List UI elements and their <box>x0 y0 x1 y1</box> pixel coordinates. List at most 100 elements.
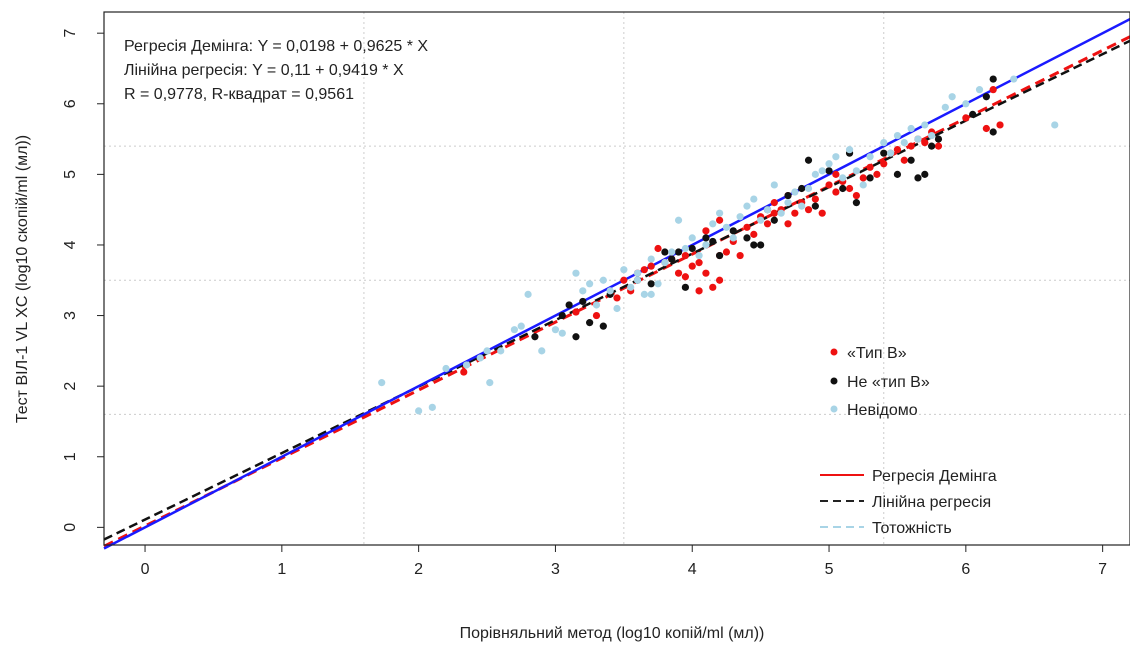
point-legend: «Тип В» Не «тип В» Невідомо <box>830 345 930 419</box>
data-point <box>716 251 724 260</box>
data-point <box>709 220 717 228</box>
data-point <box>620 266 628 274</box>
y-tick-label: 2 <box>62 382 79 391</box>
data-point <box>572 308 580 316</box>
regression-line <box>103 39 1130 541</box>
data-point <box>688 244 696 253</box>
data-point <box>517 322 525 330</box>
data-point <box>798 202 806 210</box>
data-point <box>900 139 908 147</box>
data-point <box>428 403 436 411</box>
data-point <box>880 160 888 168</box>
data-point <box>934 135 943 143</box>
data-point <box>572 269 580 277</box>
data-point <box>613 294 621 302</box>
data-point <box>592 301 601 309</box>
data-point <box>633 276 642 284</box>
data-point <box>620 276 628 284</box>
data-point <box>483 347 491 355</box>
regression-lines <box>103 17 1130 550</box>
data-point <box>674 248 683 256</box>
data-point <box>599 322 607 330</box>
data-point <box>613 304 621 313</box>
data-point <box>736 213 744 221</box>
data-point <box>1051 121 1059 129</box>
data-point <box>763 206 772 214</box>
data-point <box>695 259 703 267</box>
data-point <box>818 209 826 217</box>
data-point <box>647 262 655 270</box>
x-tick-label: 0 <box>141 561 150 578</box>
data-point <box>839 174 847 182</box>
data-point <box>962 114 970 122</box>
data-point <box>921 121 929 129</box>
data-point <box>668 255 676 263</box>
legend-label-type-b: «Тип В» <box>847 345 907 362</box>
x-axis: 0 1 2 3 4 5 6 7 <box>141 545 1107 578</box>
data-point <box>709 237 717 246</box>
regression-line <box>103 17 1130 550</box>
x-tick-label: 1 <box>277 561 286 578</box>
data-point <box>928 142 936 150</box>
data-point <box>743 223 751 231</box>
data-point <box>599 276 607 284</box>
data-point <box>681 251 690 260</box>
data-point <box>750 230 758 238</box>
data-point <box>982 124 990 133</box>
data-point <box>476 354 484 362</box>
data-point <box>681 283 690 291</box>
data-point <box>845 184 854 193</box>
data-point <box>729 234 737 242</box>
data-point <box>784 191 792 200</box>
data-point <box>866 174 874 182</box>
data-point <box>486 379 494 387</box>
data-point <box>804 206 813 214</box>
data-point <box>907 142 915 150</box>
data-point <box>975 86 984 94</box>
data-point <box>852 167 861 175</box>
data-point <box>989 75 997 83</box>
data-point <box>818 167 826 175</box>
data-point <box>1010 75 1018 83</box>
data-point <box>852 199 861 207</box>
data-point <box>702 234 710 242</box>
data-point <box>695 287 703 295</box>
data-point <box>661 248 669 256</box>
data-points <box>378 75 1059 415</box>
annotation-linear: Лінійна регресія: Y = 0,11 + 0,9419 * X <box>124 62 404 79</box>
data-point <box>770 216 778 224</box>
data-point <box>770 209 778 217</box>
legend-label-deming: Регресія Демінга <box>872 468 997 485</box>
data-point <box>996 121 1004 129</box>
x-axis-label: Порівняльний метод (log10 копій/ml (мл)) <box>460 625 765 642</box>
data-point <box>538 347 546 355</box>
data-point <box>825 160 833 168</box>
data-point <box>832 153 840 161</box>
legend-marker-unknown <box>830 405 838 413</box>
y-tick-label: 7 <box>62 29 79 38</box>
data-point <box>982 93 990 101</box>
data-point <box>914 174 922 182</box>
data-point <box>572 333 580 341</box>
data-point <box>798 184 806 193</box>
data-point <box>811 202 819 210</box>
y-tick-label: 5 <box>62 170 79 179</box>
y-tick-label: 3 <box>62 311 79 320</box>
data-point <box>524 290 532 298</box>
data-point <box>674 269 683 277</box>
data-point <box>763 220 772 228</box>
x-tick-label: 3 <box>551 561 560 578</box>
x-tick-label: 7 <box>1098 561 1107 578</box>
data-point <box>921 170 929 178</box>
data-point <box>743 202 751 210</box>
y-axis-label: Тест ВІЛ-1 VL XC (log10 скопій/ml (мл)) <box>14 135 31 423</box>
data-point <box>791 188 799 196</box>
data-point <box>784 199 792 207</box>
data-point <box>497 347 505 355</box>
data-point <box>688 234 696 242</box>
data-point <box>859 181 867 189</box>
annotation-r: R = 0,9778, R-квадрат = 0,9561 <box>124 86 354 103</box>
data-point <box>845 146 854 154</box>
data-point <box>681 244 690 253</box>
